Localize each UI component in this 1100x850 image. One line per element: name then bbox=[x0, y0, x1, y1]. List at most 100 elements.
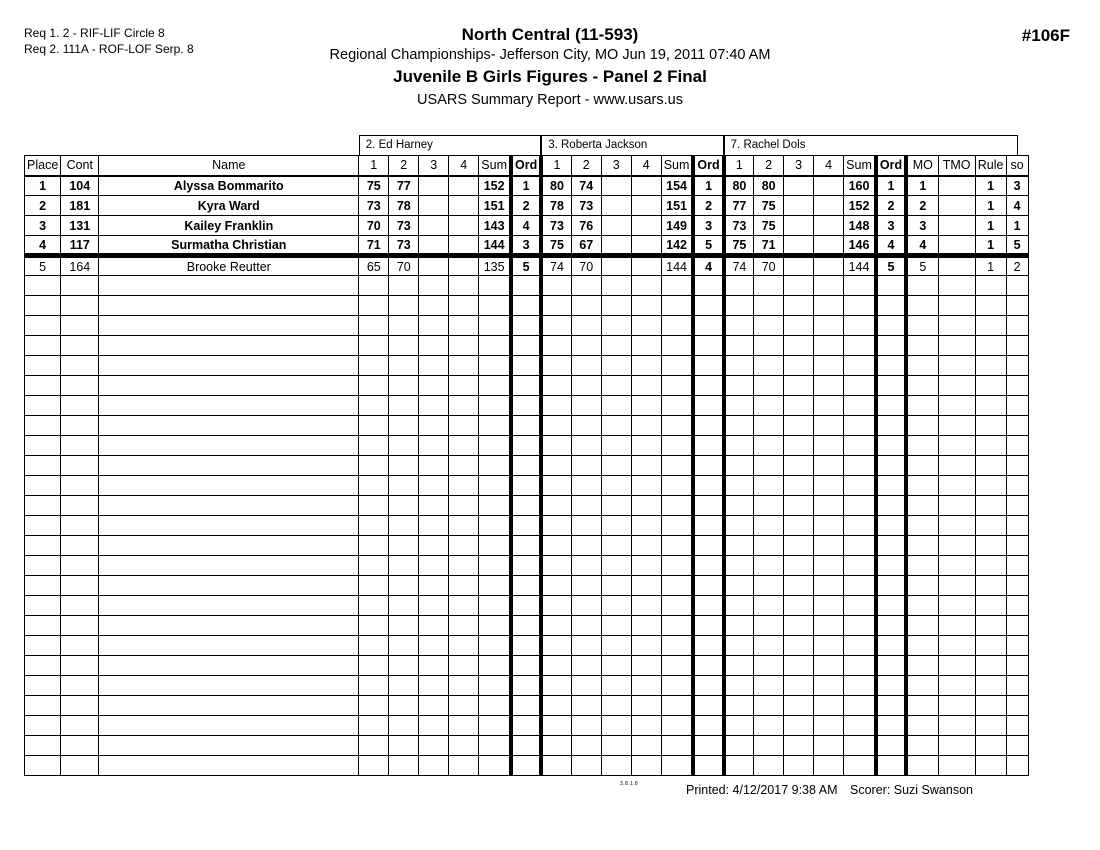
table-row-empty[interactable] bbox=[23, 575, 1029, 596]
cell-name bbox=[98, 675, 360, 696]
cell-rule bbox=[974, 395, 1007, 416]
cell-place bbox=[23, 375, 62, 396]
cell-j3-fig2 bbox=[753, 495, 785, 516]
cell-rule bbox=[974, 635, 1007, 656]
cell-j3-ord bbox=[873, 335, 909, 356]
table-row-empty[interactable] bbox=[23, 735, 1029, 756]
table-row-empty[interactable] bbox=[23, 455, 1029, 476]
cell-j2-fig2 bbox=[570, 455, 602, 476]
col-j3-fig1: 1 bbox=[723, 155, 755, 176]
cell-j1-ord bbox=[508, 535, 544, 556]
cell-j3-fig3 bbox=[783, 735, 815, 756]
table-row-empty[interactable] bbox=[23, 655, 1029, 676]
cell-so bbox=[1005, 395, 1029, 416]
table-row-empty[interactable] bbox=[23, 535, 1029, 556]
cell-j1-sum bbox=[478, 635, 511, 656]
col-j2-fig3: 3 bbox=[600, 155, 632, 176]
cell-j3-fig1 bbox=[723, 295, 755, 316]
cell-so bbox=[1005, 495, 1029, 516]
table-row-empty[interactable] bbox=[23, 275, 1029, 296]
table-row-empty[interactable] bbox=[23, 715, 1029, 736]
cell-j2-fig1 bbox=[540, 335, 572, 356]
table-row-empty[interactable] bbox=[23, 315, 1029, 336]
cell-j1-fig2 bbox=[388, 315, 420, 336]
table-row-empty[interactable] bbox=[23, 295, 1029, 316]
cell-j1-fig4 bbox=[448, 435, 480, 456]
cell-j2-sum bbox=[660, 415, 694, 436]
cell-so bbox=[1005, 435, 1029, 456]
table-row-empty[interactable] bbox=[23, 695, 1029, 716]
results-table: Place Cont Name 1 2 3 4 Sum Ord 1 2 3 4 … bbox=[23, 155, 1029, 776]
cell-j2-sum bbox=[660, 395, 694, 416]
table-row[interactable]: 4 117 Surmatha Christian 71 73 144 3 75 67 142 5 75… bbox=[23, 235, 1029, 258]
cell-place bbox=[23, 315, 62, 336]
cell-j3-fig1 bbox=[723, 715, 755, 736]
table-row-empty[interactable] bbox=[23, 475, 1029, 496]
cell-cont bbox=[60, 475, 100, 496]
cell-tmo bbox=[937, 515, 976, 536]
cell-j2-sum: 154 bbox=[660, 174, 694, 196]
cell-j2-fig1: 73 bbox=[540, 215, 572, 236]
version-label: 3.8.1.8 bbox=[620, 781, 639, 787]
cell-j2-ord bbox=[691, 315, 726, 336]
table-row[interactable]: 5 164 Brooke Reutter 65 70 135 5 74 70 144 4 74 70 14… bbox=[23, 255, 1029, 276]
table-row-empty[interactable] bbox=[23, 415, 1029, 436]
cell-j3-fig2 bbox=[753, 715, 785, 736]
report-footer: 3.8.1.8 Printed: 4/12/2017 9:38 AM Score… bbox=[24, 781, 1036, 805]
table-row-empty[interactable] bbox=[23, 615, 1029, 636]
table-row-empty[interactable] bbox=[23, 375, 1029, 396]
cell-j3-sum: 146 bbox=[843, 235, 876, 258]
table-row-empty[interactable] bbox=[23, 395, 1029, 416]
table-row-empty[interactable] bbox=[23, 515, 1029, 536]
table-row-empty[interactable] bbox=[23, 635, 1029, 656]
cell-cont bbox=[60, 295, 100, 316]
table-row[interactable]: 2 181 Kyra Ward 73 78 151 2 78 73 151 2 77 75 152 2 2 1 4 bbox=[23, 195, 1029, 216]
cell-name bbox=[98, 455, 360, 476]
cell-cont bbox=[60, 715, 100, 736]
table-row[interactable]: 1 104 Alyssa Bommarito 75 77 152 1 80 74 154 1 80 80… bbox=[23, 174, 1029, 196]
table-row-empty[interactable] bbox=[23, 435, 1029, 456]
cell-j1-fig1 bbox=[358, 315, 390, 336]
cell-j1-fig4 bbox=[448, 255, 480, 276]
cell-j3-sum: 148 bbox=[843, 215, 876, 236]
cell-j1-ord bbox=[508, 715, 544, 736]
table-row-empty[interactable] bbox=[23, 495, 1029, 516]
cell-j3-fig1 bbox=[723, 375, 755, 396]
cell-j2-fig4 bbox=[630, 375, 662, 396]
cell-name bbox=[98, 295, 360, 316]
cell-rule bbox=[974, 695, 1007, 716]
cell-j3-fig4 bbox=[813, 315, 845, 336]
cell-cont: 181 bbox=[60, 195, 100, 216]
cell-j3-fig3 bbox=[783, 635, 815, 656]
cell-mo bbox=[905, 655, 939, 676]
cell-tmo bbox=[937, 715, 976, 736]
table-row[interactable]: 3 131 Kailey Franklin 70 73 143 4 73 76 149 3 73 75 1… bbox=[23, 215, 1029, 236]
cell-j2-fig1 bbox=[540, 555, 572, 576]
cell-j1-fig2 bbox=[388, 595, 420, 616]
cell-j3-fig3 bbox=[783, 475, 815, 496]
cell-j1-fig1 bbox=[358, 615, 390, 636]
table-row-empty[interactable] bbox=[23, 335, 1029, 356]
cell-mo bbox=[905, 735, 939, 756]
cell-mo bbox=[905, 435, 939, 456]
cell-name bbox=[98, 355, 360, 376]
cell-j3-ord bbox=[873, 515, 909, 536]
table-row-empty[interactable] bbox=[23, 555, 1029, 576]
cell-j1-fig1 bbox=[358, 455, 390, 476]
cell-j2-fig1 bbox=[540, 755, 572, 776]
cell-place bbox=[23, 615, 62, 636]
table-row-empty[interactable] bbox=[23, 755, 1029, 776]
cell-j1-fig3 bbox=[418, 515, 450, 536]
cell-j2-fig3 bbox=[600, 595, 632, 616]
table-row-empty[interactable] bbox=[23, 355, 1029, 376]
cell-j3-sum bbox=[843, 495, 876, 516]
cell-j1-fig1 bbox=[358, 715, 390, 736]
cell-j2-fig3 bbox=[600, 635, 632, 656]
cell-j3-sum bbox=[843, 315, 876, 336]
cell-so: 4 bbox=[1005, 195, 1029, 216]
table-row-empty[interactable] bbox=[23, 595, 1029, 616]
table-row-empty[interactable] bbox=[23, 675, 1029, 696]
cell-place: 5 bbox=[23, 255, 62, 276]
cell-rule bbox=[974, 415, 1007, 436]
cell-mo bbox=[905, 315, 939, 336]
